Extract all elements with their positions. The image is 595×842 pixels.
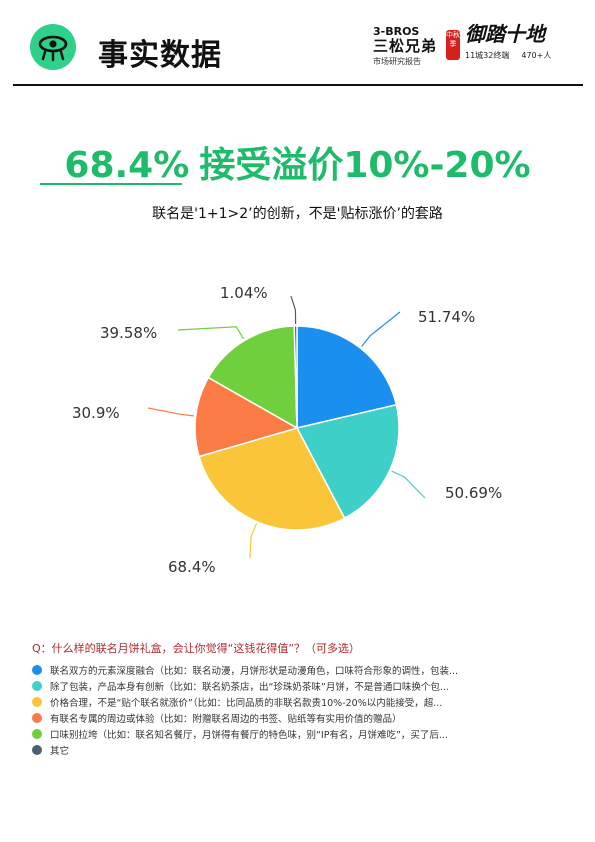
legend-swatch-icon bbox=[32, 713, 42, 723]
header-divider bbox=[13, 84, 583, 86]
legend-items: 联名双方的元素深度融合（比如：联名动漫，月饼形状是动漫角色，口味符合形象的调性，… bbox=[32, 662, 572, 758]
pie-slice-5 bbox=[207, 325, 298, 430]
legend-swatch-icon bbox=[32, 681, 42, 691]
legend-swatch-icon bbox=[32, 745, 42, 755]
leader-line-3 bbox=[249, 523, 257, 559]
data-label-5: 39.58% bbox=[100, 324, 157, 342]
data-label-2: 50.69% bbox=[445, 484, 502, 502]
brand-3bros: 3-BROS 三松兄弟 市场研究报告 bbox=[373, 26, 453, 67]
headline-text: 接受溢价10%-20% bbox=[199, 145, 531, 186]
survey-question: Q：什么样的联名月饼礼盒，会让你觉得“这钱花得值”？（可多选） bbox=[32, 642, 361, 655]
legend-swatch-icon bbox=[32, 665, 42, 675]
leader-line-6 bbox=[290, 295, 297, 325]
pie-slice-3 bbox=[198, 427, 346, 531]
subheadline: 联名是'1+1>2’的创新，不是'贴标涨价’的套路 bbox=[152, 206, 443, 222]
pie-slice-1 bbox=[296, 325, 398, 429]
legend-swatch-icon bbox=[32, 697, 42, 707]
eye-logo-icon bbox=[38, 35, 68, 62]
pie-slice-4 bbox=[194, 376, 299, 458]
legend-swatch-icon bbox=[32, 729, 42, 739]
pie-slice-2 bbox=[295, 403, 400, 520]
headline-number: 68.4% bbox=[64, 145, 190, 186]
leader-line-5 bbox=[177, 326, 245, 340]
legend-item: 口味别拉垮（比如：联名知名餐厅，月饼得有餐厅的特色味，别“IP有名，月饼难吃”，… bbox=[32, 726, 572, 742]
page-header: 事实数据 3-BROS 三松兄弟 市场研究报告 中秋季 御踏十地 11城32终端… bbox=[0, 0, 595, 84]
legend-label: 有联名专属的周边或体验（比如：附赠联名周边的书签、贴纸等有实用价值的赠品） bbox=[50, 714, 402, 725]
data-label-4: 30.9% bbox=[72, 404, 120, 422]
data-label-6: 1.04% bbox=[220, 284, 268, 302]
legend-label: 联名双方的元素深度融合（比如：联名动漫，月饼形状是动漫角色，口味符合形象的调性，… bbox=[50, 666, 459, 677]
legend-item: 除了包装，产品本身有创新（比如：联名奶茶店，出“珍珠奶茶味”月饼，不是普通口味换… bbox=[32, 678, 572, 694]
brand-yutashidi: 御踏十地 11城32终端 470+人 bbox=[465, 22, 575, 61]
legend-item: 联名双方的元素深度融合（比如：联名动漫，月饼形状是动漫角色，口味符合形象的调性，… bbox=[32, 662, 572, 678]
chart-legend: Q：什么样的联名月饼礼盒，会让你觉得“这钱花得值”？（可多选） 联名双方的元素深… bbox=[32, 640, 572, 758]
brand-logo bbox=[30, 24, 76, 70]
data-label-1: 51.74% bbox=[418, 308, 475, 326]
data-label-3: 68.4% bbox=[168, 558, 216, 576]
legend-item: 有联名专属的周边或体验（比如：附赠联名周边的书签、贴纸等有实用价值的赠品） bbox=[32, 710, 572, 726]
brand2-sub: 11城32终端 470+人 bbox=[465, 50, 575, 61]
brand1-sub: 市场研究报告 bbox=[373, 57, 421, 66]
page-title: 事实数据 bbox=[98, 38, 222, 73]
brand2-sub1: 11城32终端 bbox=[465, 51, 510, 60]
legend-label: 其它 bbox=[50, 746, 70, 757]
leader-line-4 bbox=[147, 407, 194, 417]
brand2-sub2: 470+人 bbox=[521, 51, 552, 60]
brand1-line1: 3-BROS bbox=[373, 25, 420, 38]
headline: 68.4% 接受溢价10%-20% bbox=[0, 136, 595, 188]
pie-chart: 51.74% 50.69% 68.4% 30.9% 39.58% 1.04% bbox=[72, 284, 502, 576]
leader-line-2 bbox=[391, 470, 426, 499]
pie-slice-6 bbox=[293, 325, 298, 429]
brand2-name: 御踏十地 bbox=[465, 22, 545, 46]
legend-item: 价格合理，不是“贴个联名就涨价”（比如：比同品质的非联名款贵10%-20%以内能… bbox=[32, 694, 572, 710]
leader-line-1 bbox=[361, 311, 401, 347]
legend-label: 口味别拉垮（比如：联名知名餐厅，月饼得有餐厅的特色味，别“IP有名，月饼难吃”，… bbox=[50, 730, 448, 741]
legend-label: 价格合理，不是“贴个联名就涨价”（比如：比同品质的非联名款贵10%-20%以内能… bbox=[50, 698, 443, 709]
brand1-line2: 三松兄弟 bbox=[373, 37, 438, 55]
headline-underline bbox=[40, 183, 182, 185]
legend-item: 其它 bbox=[32, 742, 572, 758]
seal-stamp: 中秋季 bbox=[446, 30, 460, 60]
legend-label: 除了包装，产品本身有创新（比如：联名奶茶店，出“珍珠奶茶味”月饼，不是普通口味换… bbox=[50, 682, 449, 693]
